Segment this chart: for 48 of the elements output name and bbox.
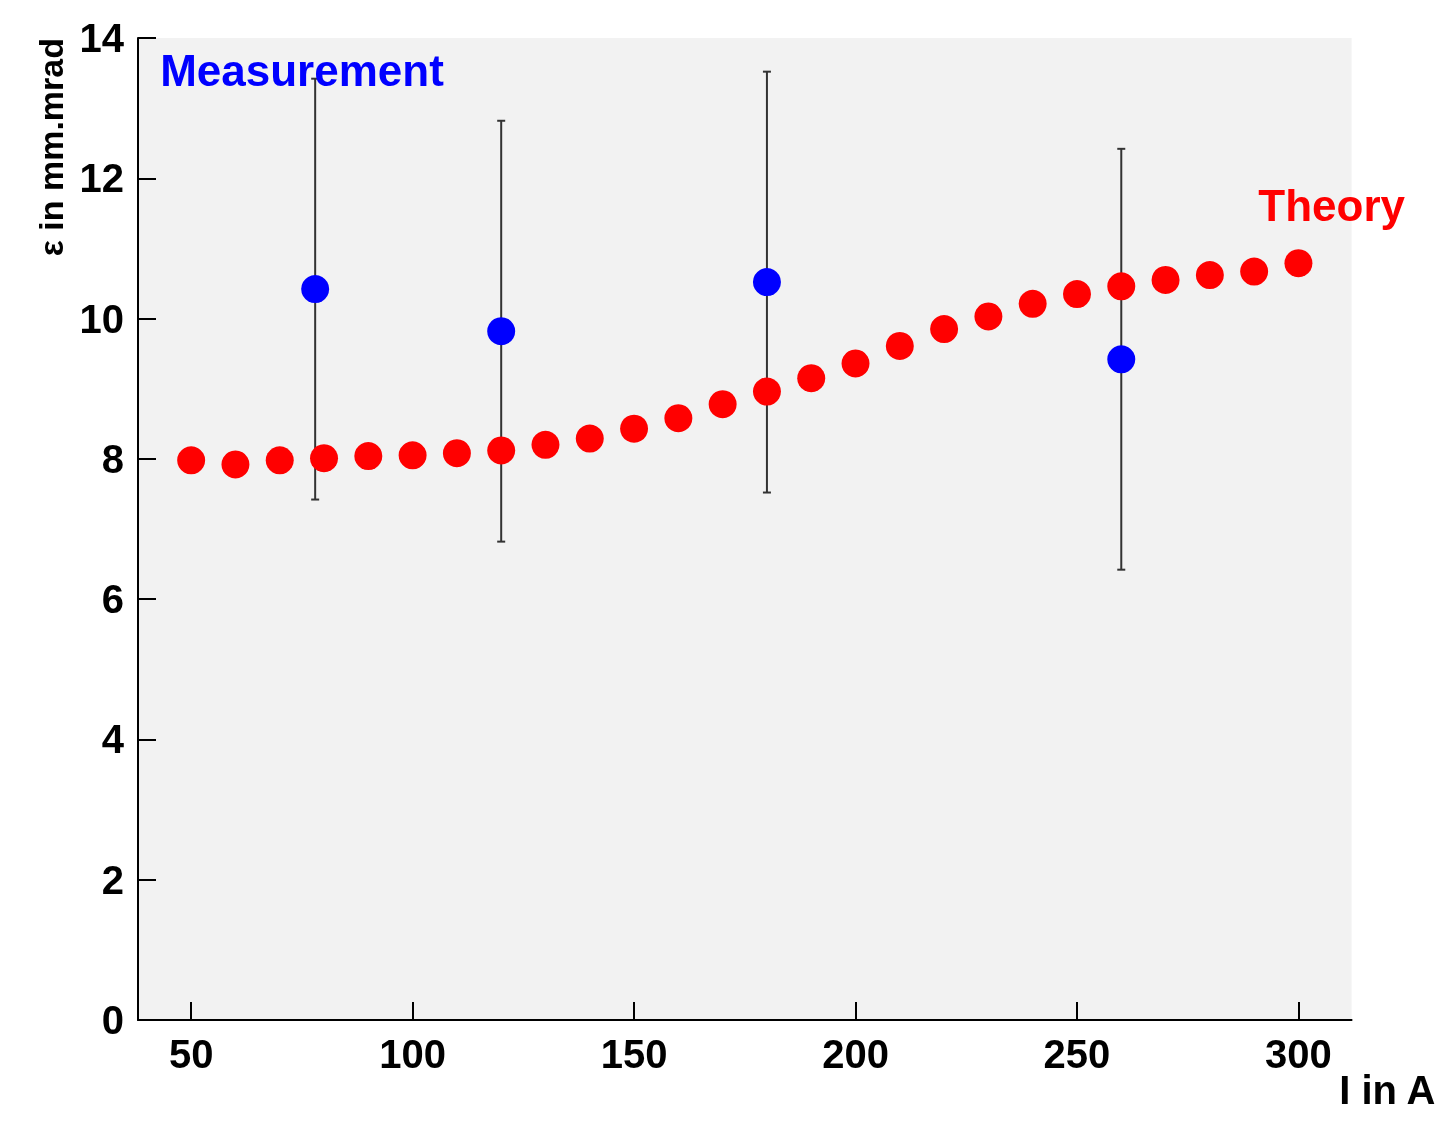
point — [1107, 345, 1136, 374]
point — [797, 364, 826, 393]
y-tick-label: 12 — [79, 156, 124, 201]
point — [1018, 289, 1047, 318]
series-label: Theory — [1258, 180, 1406, 230]
point — [752, 377, 781, 406]
point — [1107, 272, 1136, 301]
point — [487, 436, 516, 465]
x-tick-label: 300 — [1265, 1032, 1332, 1076]
point — [310, 444, 339, 473]
text: Measurement — [160, 45, 445, 95]
point — [752, 268, 781, 297]
point — [265, 446, 294, 475]
point — [442, 439, 471, 468]
point — [1195, 261, 1224, 290]
point — [841, 349, 870, 378]
y-axis-title: ε in mm.mrad — [32, 38, 70, 257]
y-tick-label: 10 — [79, 296, 124, 341]
point — [354, 442, 383, 471]
point — [620, 414, 649, 443]
point — [1284, 249, 1313, 278]
point — [1063, 280, 1091, 309]
point — [1151, 266, 1180, 294]
y-tick-label: 0 — [101, 998, 124, 1042]
point — [531, 430, 560, 459]
x-axis-title: I in A — [1339, 1068, 1436, 1112]
x-tick-label: 200 — [822, 1032, 889, 1076]
point — [708, 390, 737, 419]
point — [177, 446, 206, 475]
y-tick-label: 4 — [101, 717, 125, 762]
x-tick-label: 150 — [600, 1032, 668, 1076]
point — [930, 315, 959, 344]
point — [575, 424, 604, 453]
x-tick-label: 100 — [379, 1032, 446, 1076]
y-tick-label: 6 — [101, 577, 124, 622]
point — [487, 317, 516, 346]
point — [664, 404, 693, 433]
point — [301, 275, 330, 304]
y-tick-label: 14 — [79, 16, 125, 60]
y-tick-label: 8 — [101, 436, 124, 481]
x-tick-label: 50 — [168, 1032, 214, 1076]
point — [885, 331, 914, 360]
y-tick-label: 2 — [101, 857, 124, 902]
point — [1240, 257, 1269, 286]
point — [974, 302, 1003, 331]
x-tick-label: 250 — [1043, 1032, 1111, 1076]
point — [221, 450, 250, 479]
point — [398, 441, 427, 470]
